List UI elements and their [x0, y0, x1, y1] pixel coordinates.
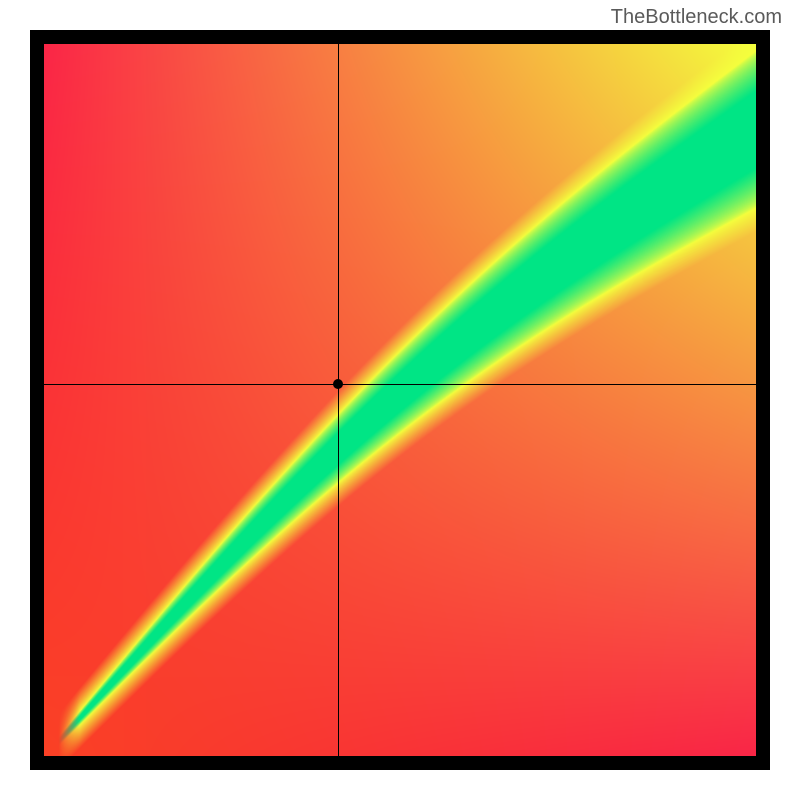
crosshair-horizontal — [44, 384, 756, 385]
crosshair-vertical — [338, 44, 339, 756]
crosshair-marker — [333, 379, 343, 389]
watermark-text: TheBottleneck.com — [611, 6, 782, 29]
plot-area — [44, 44, 756, 756]
chart-frame — [30, 30, 770, 770]
heatmap-canvas — [44, 44, 756, 756]
